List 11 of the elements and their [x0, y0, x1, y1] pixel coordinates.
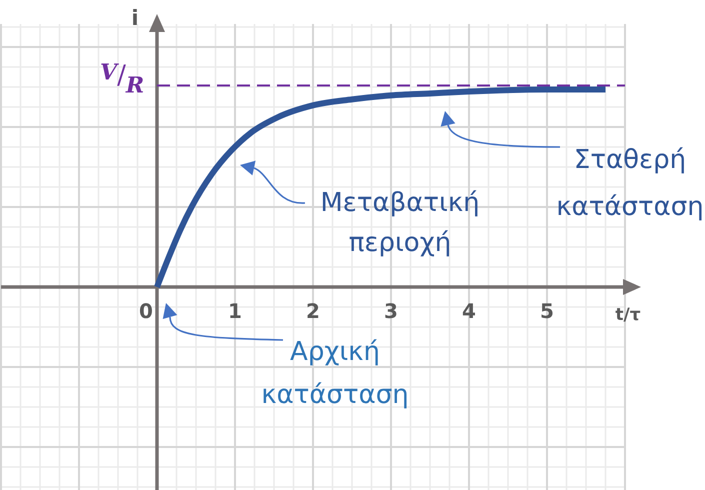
- x-tick-label: 5: [540, 299, 554, 323]
- y-axis-title: i: [131, 6, 139, 30]
- text: Αρχική κατάσταση: [261, 337, 409, 410]
- annotation: Σταθερή κατάσταση: [556, 145, 704, 222]
- x-tick-label: 4: [462, 299, 476, 323]
- x-axis-title: t/τ: [615, 305, 641, 325]
- x-tick-label: 1: [228, 299, 242, 323]
- x-tick-label: 2: [306, 299, 320, 323]
- x-tick-label: 0: [139, 299, 153, 323]
- annotation: Μεταβατική περιοχή: [320, 188, 480, 258]
- x-tick-label: 3: [384, 299, 398, 323]
